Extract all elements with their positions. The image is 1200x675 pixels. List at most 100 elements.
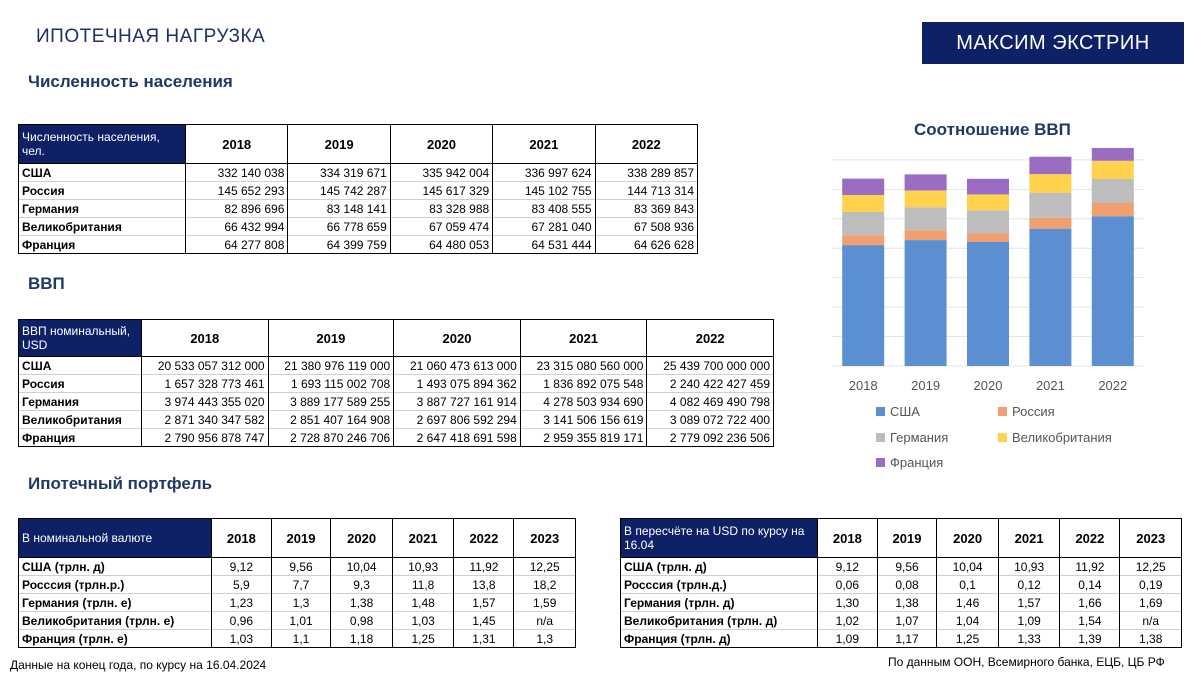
year-header: 2019 bbox=[267, 319, 395, 357]
table-row: Франция (трлн. е) 1,03 1,1 1,18 1,25 1,31 1,3 bbox=[18, 629, 576, 648]
table-cell: 11,92 bbox=[1059, 557, 1121, 576]
bar-segment-4-2018 bbox=[842, 195, 885, 212]
table-row: Россия 145 652 293 145 742 287 145 617 329 1… bbox=[18, 181, 699, 200]
x-tick-label: 2019 bbox=[911, 378, 940, 393]
year-header: 2018 bbox=[817, 518, 878, 558]
table-cell: 145 102 755 bbox=[492, 181, 596, 200]
table-cell: 1,69 bbox=[1119, 593, 1182, 612]
table-cell: 2 779 092 236 506 bbox=[646, 428, 774, 447]
table-cell: 1,57 bbox=[998, 593, 1061, 612]
gdp-table: ВВП номинальный, USD 2018 2019 2020 2021 2022… bbox=[18, 319, 774, 447]
table-corner-label: ВВП номинальный, USD bbox=[18, 319, 142, 357]
bar-segment-5-2018 bbox=[842, 178, 885, 196]
row-label: Германия (трлн. е) bbox=[18, 593, 212, 612]
table-cell: 5,9 bbox=[211, 575, 272, 594]
table-cell: 10,04 bbox=[330, 557, 393, 576]
row-label: Германия (трлн. д) bbox=[620, 593, 818, 612]
year-header: 2023 bbox=[1119, 518, 1182, 558]
row-label: США bbox=[18, 163, 186, 182]
table-cell: 2 728 870 246 706 bbox=[268, 428, 395, 447]
table-cell: 1,18 bbox=[330, 629, 393, 648]
table-cell: 1 693 115 002 708 bbox=[268, 374, 395, 393]
table-row: Росссия (трлн.д.) 0,06 0,08 0,1 0,12 0,14 0,19 bbox=[620, 575, 1182, 594]
table-cell: 1,33 bbox=[998, 629, 1061, 648]
row-label: Франция (трлн. е) bbox=[18, 629, 212, 648]
table-cell: 2 959 355 819 171 bbox=[520, 428, 648, 447]
row-label: Германия bbox=[18, 199, 186, 218]
table-cell: 9,3 bbox=[330, 575, 393, 594]
year-header: 2018 bbox=[211, 518, 272, 558]
table-cell: 1,25 bbox=[936, 629, 999, 648]
table-cell: 1,30 bbox=[817, 593, 878, 612]
table-row: США 20 533 057 312 000 21 380 976 119 000 2… bbox=[18, 356, 774, 375]
table-cell: 83 408 555 bbox=[492, 199, 596, 218]
table-cell: 0,08 bbox=[877, 575, 938, 594]
table-cell: 1,02 bbox=[817, 611, 878, 630]
table-cell: 9,56 bbox=[877, 557, 938, 576]
row-label: США (трлн. д) bbox=[18, 557, 212, 576]
table-corner-label: Численность населения, чел. bbox=[18, 124, 186, 164]
table-cell: 1,31 bbox=[453, 629, 515, 648]
table-cell: 9,56 bbox=[271, 557, 332, 576]
legend-label: США bbox=[890, 404, 920, 419]
table-cell: 20 533 057 312 000 bbox=[141, 356, 269, 375]
gdp-heading: ВВП bbox=[28, 274, 65, 293]
table-cell: 0,1 bbox=[936, 575, 999, 594]
author-badge: МАКСИМ ЭКСТРИН bbox=[922, 22, 1184, 64]
table-cell: 1,66 bbox=[1059, 593, 1121, 612]
table-row: Франция 2 790 956 878 747 2 728 870 246 70… bbox=[18, 428, 774, 447]
mortgage-usd-table: В пересчёте на USD по курсу на 16.04 2018… bbox=[620, 518, 1182, 648]
table-cell: 334 319 671 bbox=[287, 163, 391, 182]
table-cell: 3 141 506 156 619 bbox=[520, 410, 648, 429]
bar-segment-2-2021 bbox=[1029, 217, 1072, 229]
table-cell: 83 148 141 bbox=[287, 199, 391, 218]
table-cell: 64 480 053 bbox=[390, 235, 494, 254]
population-table: Численность населения, чел. 2018 2019 2020 2… bbox=[18, 124, 699, 254]
table-cell: 145 652 293 bbox=[185, 181, 289, 200]
table-cell: 9,12 bbox=[817, 557, 878, 576]
table-row: Великобритания (трлн. д) 1,02 1,07 1,04 1,09… bbox=[620, 611, 1182, 630]
bar-segment-1-2018 bbox=[842, 245, 885, 366]
table-cell: 3 974 443 355 020 bbox=[141, 392, 269, 411]
table-cell: 66 778 659 bbox=[287, 217, 391, 236]
table-cell: 12,25 bbox=[1119, 557, 1182, 576]
bar-segment-3-2022 bbox=[1091, 178, 1134, 203]
page-title: ИПОТЕЧНАЯ НАГРУЗКА bbox=[36, 26, 266, 47]
year-header: 2019 bbox=[287, 124, 391, 164]
table-cell: 2 851 407 164 908 bbox=[268, 410, 395, 429]
table-cell: 2 240 422 427 459 bbox=[646, 374, 774, 393]
table-cell: 23 315 080 560 000 bbox=[520, 356, 648, 375]
table-cell: n/a bbox=[513, 611, 576, 630]
row-label: Росссия (трлн.р.) bbox=[18, 575, 212, 594]
row-label: Франция (трлн. д) bbox=[620, 629, 818, 648]
bar-segment-3-2020 bbox=[967, 210, 1009, 234]
bar-segment-1-2020 bbox=[967, 241, 1009, 366]
table-cell: 335 942 004 bbox=[390, 163, 494, 182]
table-cell: 66 432 994 bbox=[185, 217, 289, 236]
table-row: Германия (трлн. е) 1,23 1,3 1,38 1,48 1,57 1,5… bbox=[18, 593, 576, 612]
year-header: 2023 bbox=[513, 518, 576, 558]
table-cell: 0,14 bbox=[1059, 575, 1121, 594]
table-cell: 1,46 bbox=[936, 593, 999, 612]
bar-segment-4-2019 bbox=[904, 190, 947, 208]
table-cell: 4 082 469 490 798 bbox=[646, 392, 774, 411]
table-cell: 21 380 976 119 000 bbox=[268, 356, 395, 375]
x-tick-label: 2021 bbox=[1036, 378, 1065, 393]
x-tick-label: 2020 bbox=[974, 378, 1003, 393]
table-cell: 145 617 329 bbox=[390, 181, 494, 200]
chart-title: Соотношение ВВП bbox=[914, 120, 1071, 139]
table-row: Великобритания 2 871 340 347 582 2 851 407… bbox=[18, 410, 774, 429]
table-cell: 67 059 474 bbox=[390, 217, 494, 236]
table-cell: 12,25 bbox=[513, 557, 576, 576]
year-header: 2021 bbox=[391, 518, 455, 558]
table-cell: 21 060 473 613 000 bbox=[393, 356, 521, 375]
table-cell: 1,23 bbox=[211, 593, 272, 612]
table-cell: 0,96 bbox=[211, 611, 272, 630]
table-cell: 0,19 bbox=[1119, 575, 1182, 594]
year-header: 2019 bbox=[270, 518, 332, 558]
row-label: Россия bbox=[18, 374, 142, 393]
table-cell: 64 399 759 bbox=[287, 235, 391, 254]
table-cell: 1 493 075 894 362 bbox=[393, 374, 521, 393]
table-cell: 1,07 bbox=[877, 611, 938, 630]
bar-segment-5-2021 bbox=[1029, 156, 1072, 175]
